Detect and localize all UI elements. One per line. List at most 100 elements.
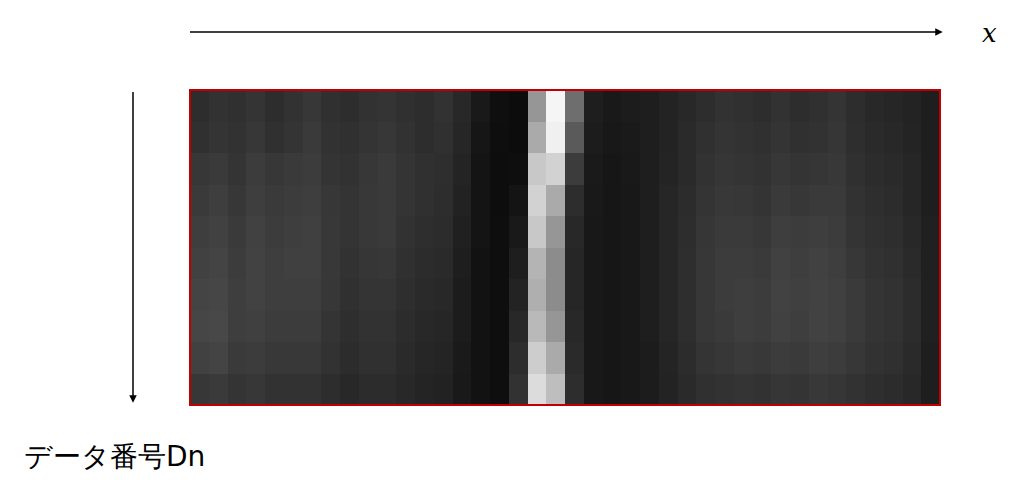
- heatmap-cell: [678, 279, 697, 311]
- heatmap-cell: [246, 90, 265, 122]
- heatmap-cell: [453, 185, 472, 217]
- heatmap-cell: [771, 279, 790, 311]
- heatmap-cell: [490, 216, 509, 248]
- heatmap-cell: [453, 342, 472, 374]
- heatmap-cell: [265, 216, 284, 248]
- heatmap-cell: [378, 342, 397, 374]
- heatmap-cell: [378, 185, 397, 217]
- heatmap-cell: [359, 279, 378, 311]
- x-arrow: [190, 31, 936, 33]
- heatmap-cell: [209, 185, 228, 217]
- heatmap-cell: [378, 374, 397, 406]
- heatmap-cell: [321, 185, 340, 217]
- heatmap-cell: [621, 279, 640, 311]
- heatmap-cell: [771, 374, 790, 406]
- heatmap-cell: [790, 342, 809, 374]
- heatmap-cell: [903, 90, 922, 122]
- heatmap-cell: [340, 248, 359, 280]
- heatmap-cell: [190, 153, 209, 185]
- heatmap-cell: [528, 374, 547, 406]
- heatmap-cell: [453, 153, 472, 185]
- heatmap-cell: [846, 311, 865, 343]
- heatmap-cell: [265, 248, 284, 280]
- heatmap-cell: [828, 374, 847, 406]
- heatmap-cell: [190, 374, 209, 406]
- heatmap-cell: [846, 279, 865, 311]
- heatmap-cell: [565, 279, 584, 311]
- heatmap-cell: [378, 311, 397, 343]
- heatmap-cell: [921, 122, 940, 154]
- heatmap-cell: [771, 216, 790, 248]
- heatmap-cell: [884, 374, 903, 406]
- heatmap-cell: [696, 90, 715, 122]
- heatmap-cell: [284, 153, 303, 185]
- heatmap-cell: [528, 90, 547, 122]
- heatmap-cell: [603, 185, 622, 217]
- heatmap-cell: [190, 342, 209, 374]
- heatmap-cell: [284, 248, 303, 280]
- heatmap-cell: [509, 374, 528, 406]
- heatmap-cell: [284, 90, 303, 122]
- heatmap-cell: [396, 342, 415, 374]
- heatmap-cell: [209, 153, 228, 185]
- heatmap-cell: [490, 90, 509, 122]
- heatmap-cell: [621, 185, 640, 217]
- heatmap-cell: [921, 185, 940, 217]
- heatmap-cell: [228, 90, 247, 122]
- heatmap-cell: [340, 185, 359, 217]
- heatmap-cell: [696, 279, 715, 311]
- heatmap-cell: [659, 248, 678, 280]
- heatmap-cell: [528, 122, 547, 154]
- heatmap-cell: [359, 185, 378, 217]
- heatmap-cell: [453, 311, 472, 343]
- heatmap-cell: [303, 153, 322, 185]
- heatmap-cell: [490, 185, 509, 217]
- heatmap-cell: [884, 279, 903, 311]
- heatmap-cell: [509, 216, 528, 248]
- heatmap-cell: [284, 279, 303, 311]
- heatmap-cell: [753, 374, 772, 406]
- heatmap-cell: [546, 90, 565, 122]
- heatmap-cell: [209, 311, 228, 343]
- heatmap-cell: [678, 248, 697, 280]
- heatmap-cell: [471, 216, 490, 248]
- heatmap-cell: [659, 342, 678, 374]
- heatmap-cell: [771, 90, 790, 122]
- heatmap-cell: [265, 311, 284, 343]
- heatmap-cell: [321, 216, 340, 248]
- heatmap-cell: [603, 279, 622, 311]
- heatmap-cell: [753, 153, 772, 185]
- heatmap-cell: [453, 374, 472, 406]
- heatmap-cell: [828, 122, 847, 154]
- heatmap-cell: [734, 122, 753, 154]
- heatmap-cell: [584, 311, 603, 343]
- heatmap-cell: [565, 374, 584, 406]
- heatmap-cell: [471, 342, 490, 374]
- heatmap-cell: [715, 90, 734, 122]
- heatmap-cell: [884, 90, 903, 122]
- heatmap-cell: [809, 311, 828, 343]
- heatmap-cell: [265, 185, 284, 217]
- heatmap-cell: [303, 311, 322, 343]
- heatmap-cell: [321, 279, 340, 311]
- heatmap-cell: [921, 342, 940, 374]
- heatmap-cell: [434, 90, 453, 122]
- heatmap-cell: [921, 90, 940, 122]
- heatmap-cell: [509, 248, 528, 280]
- heatmap-cell: [415, 216, 434, 248]
- heatmap-cell: [284, 185, 303, 217]
- heatmap-cell: [378, 216, 397, 248]
- heatmap-cell: [246, 248, 265, 280]
- heatmap-cell: [490, 311, 509, 343]
- heatmap-cell: [340, 90, 359, 122]
- heatmap-cell: [771, 342, 790, 374]
- heatmap-cell: [659, 185, 678, 217]
- heatmap-cell: [434, 216, 453, 248]
- heatmap-cell: [678, 342, 697, 374]
- heatmap-cell: [415, 311, 434, 343]
- heatmap-cell: [884, 311, 903, 343]
- heatmap-cell: [228, 342, 247, 374]
- heatmap-cell: [378, 153, 397, 185]
- heatmap-cell: [434, 185, 453, 217]
- heatmap-cell: [284, 311, 303, 343]
